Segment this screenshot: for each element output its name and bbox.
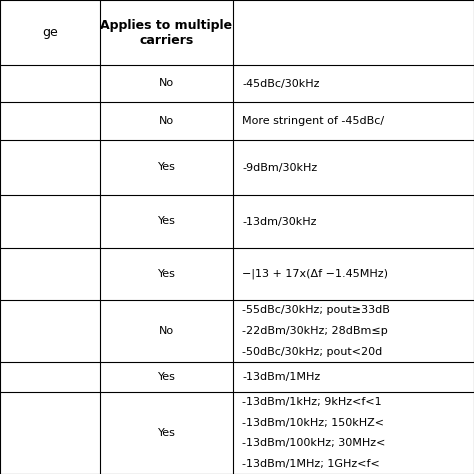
Text: No: No (159, 116, 174, 126)
Text: No: No (159, 326, 174, 336)
Text: Yes: Yes (157, 163, 175, 173)
Text: Yes: Yes (157, 372, 175, 382)
Text: -45dBc/30kHz: -45dBc/30kHz (243, 79, 320, 89)
Text: Yes: Yes (157, 269, 175, 279)
Text: Applies to multiple
carriers: Applies to multiple carriers (100, 18, 233, 46)
Text: −|13 + 17x(Δf −1.45MHz): −|13 + 17x(Δf −1.45MHz) (243, 269, 389, 279)
Text: Yes: Yes (157, 217, 175, 227)
Text: -50dBc/30kHz; pout<20d: -50dBc/30kHz; pout<20d (243, 346, 383, 356)
Text: -22dBm/30kHz; 28dBm≤p: -22dBm/30kHz; 28dBm≤p (243, 326, 388, 336)
Text: -55dBc/30kHz; pout≥33dB: -55dBc/30kHz; pout≥33dB (243, 305, 391, 315)
Text: No: No (159, 79, 174, 89)
Text: -9dBm/30kHz: -9dBm/30kHz (243, 163, 318, 173)
Text: -13dBm/10kHz; 150kHZ<: -13dBm/10kHz; 150kHZ< (243, 418, 384, 428)
Text: Yes: Yes (157, 428, 175, 438)
Text: -13dm/30kHz: -13dm/30kHz (243, 217, 317, 227)
Text: -13dBm/100kHz; 30MHz<: -13dBm/100kHz; 30MHz< (243, 438, 386, 448)
Text: -13dBm/1MHz; 1GHz<f<: -13dBm/1MHz; 1GHz<f< (243, 459, 380, 469)
Text: ge: ge (42, 26, 58, 39)
Text: -13dBm/1MHz: -13dBm/1MHz (243, 372, 321, 382)
Text: More stringent of -45dBc/: More stringent of -45dBc/ (243, 116, 384, 126)
Text: -13dBm/1kHz; 9kHz<f<1: -13dBm/1kHz; 9kHz<f<1 (243, 397, 382, 407)
